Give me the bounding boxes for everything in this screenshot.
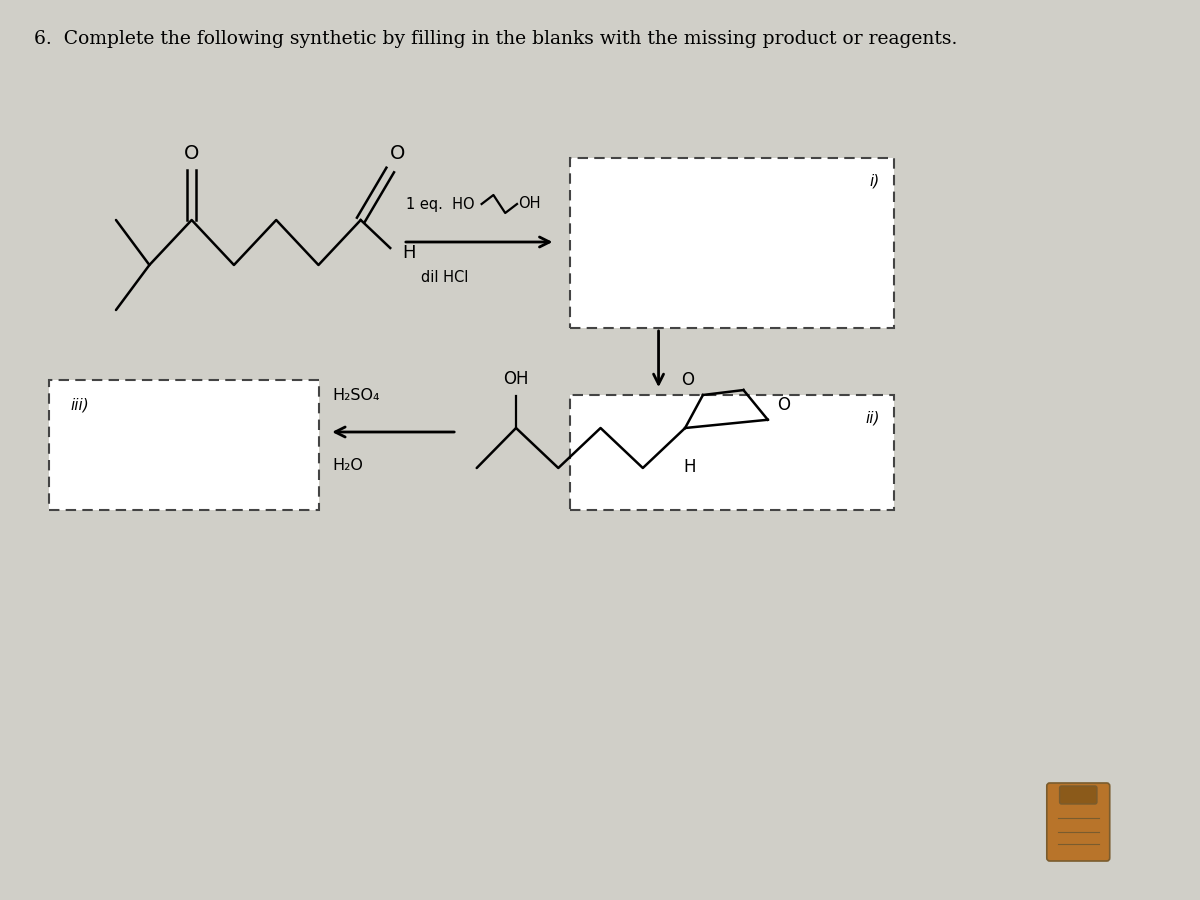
Text: 6.  Complete the following synthetic by filling in the blanks with the missing p: 6. Complete the following synthetic by f… <box>35 30 958 48</box>
Text: O: O <box>184 144 199 163</box>
FancyBboxPatch shape <box>570 395 894 510</box>
FancyBboxPatch shape <box>1046 783 1110 861</box>
Text: dil HCl: dil HCl <box>421 271 468 285</box>
Text: H: H <box>402 244 415 262</box>
Text: iii): iii) <box>71 398 90 413</box>
Text: O: O <box>778 396 790 414</box>
Text: H: H <box>684 458 696 476</box>
Text: i): i) <box>870 173 880 188</box>
FancyBboxPatch shape <box>1060 786 1097 804</box>
Text: OH: OH <box>518 196 540 211</box>
Text: ii): ii) <box>865 410 880 425</box>
FancyBboxPatch shape <box>49 380 319 510</box>
Text: 1 eq.  HO: 1 eq. HO <box>406 196 474 211</box>
Text: H₂SO₄: H₂SO₄ <box>332 388 379 402</box>
FancyBboxPatch shape <box>570 158 894 328</box>
Text: O: O <box>390 144 404 163</box>
Text: OH: OH <box>503 370 529 388</box>
Text: H₂O: H₂O <box>332 457 364 472</box>
Text: O: O <box>680 371 694 389</box>
